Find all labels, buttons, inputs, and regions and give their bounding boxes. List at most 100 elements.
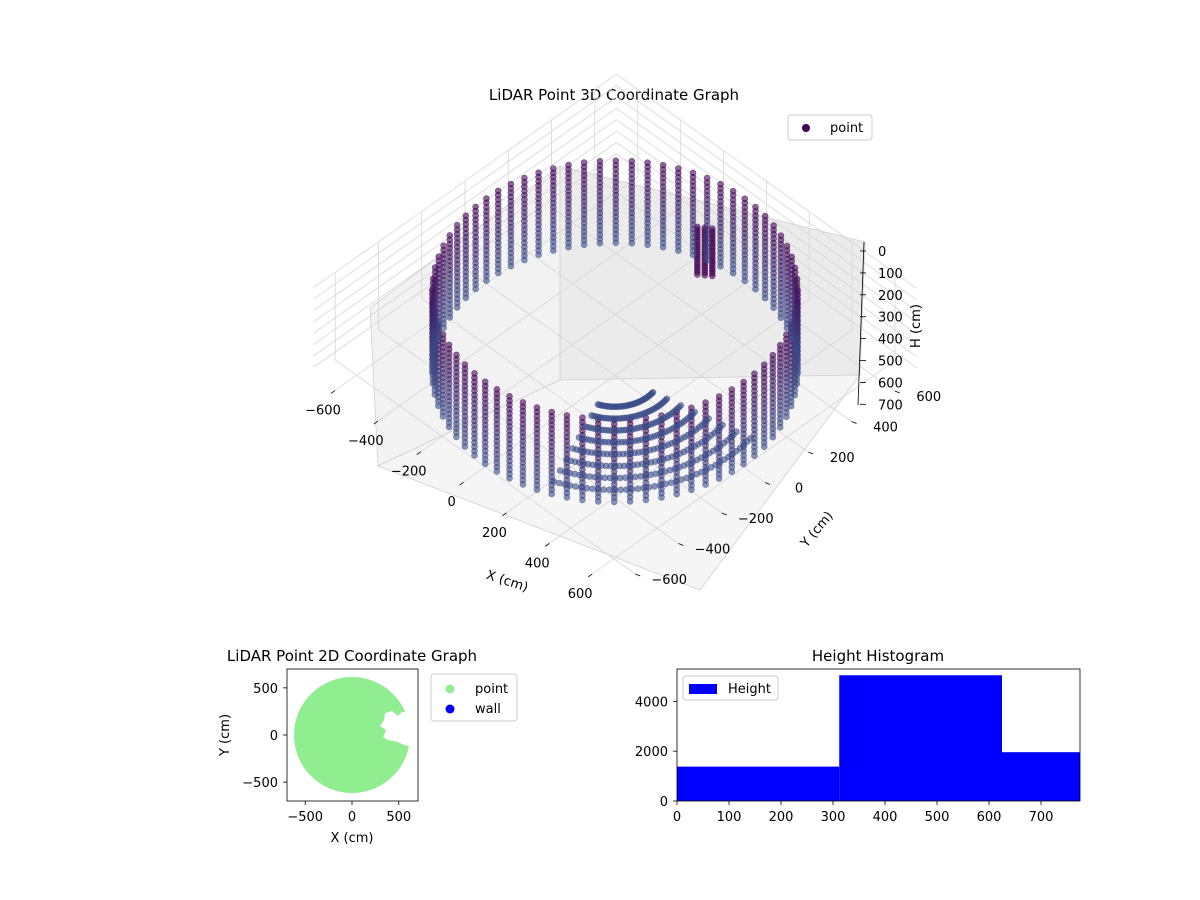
point-disk-2d [293,676,411,794]
point-3d [493,468,501,475]
point-3d [556,467,564,474]
legend-2d: point wall [430,673,518,722]
x-axis-label-3d: X (cm) [484,568,530,596]
point-3d [673,490,681,498]
point-3d [703,256,711,264]
point-3d [550,478,558,485]
chart-3d: LiDAR Point 3D Coordinate Graph −600 −400… [305,73,941,602]
histogram-frame [676,668,1081,802]
y-tick-label-2d: 500 [253,682,278,697]
point-3d [507,262,515,270]
point-3d [708,272,716,280]
x-tick-3d [502,512,507,517]
grid-line-h [616,85,917,300]
point-3d [640,484,647,492]
point-3d [549,247,557,254]
point-3d [717,262,724,270]
histogram-legend-label: Height [728,682,771,697]
point-3d [594,498,602,505]
point-3d [791,391,799,399]
point-3d [658,494,665,501]
point-3d [626,498,634,505]
point-3d [581,423,589,430]
x-tick-label-2d: 500 [386,810,411,825]
point-3d [644,241,651,248]
point-3d [533,486,541,494]
point-3d [760,443,768,451]
point-3d [583,484,591,492]
x-ticks-3d: −600 −400 −200 0 200 400 600 [305,390,593,602]
legend-3d-label: point [830,121,863,136]
point-3d [656,481,664,489]
point-3d [793,357,801,365]
grid-line-h [616,73,917,289]
point-3d [439,413,447,420]
x-tick-label-3d: −400 [348,434,384,449]
point-3d [575,434,583,441]
x-tick-3d [545,543,550,547]
point-3d [788,335,796,343]
y-tick-label-3d: 400 [873,421,898,436]
y-tick-label-3d: −200 [738,512,774,527]
point-3d [741,277,749,285]
point-3d [462,294,470,302]
chart-2d: LiDAR Point 2D Coordinate Graph −500 0 500… [218,647,518,846]
legend-3d-frame [787,114,873,141]
x-tick-label-3d: −600 [305,403,341,418]
hist-x-tick-label: 300 [821,810,846,825]
point-3d [733,428,740,436]
histogram-bar [1002,752,1080,801]
hist-y-tick-label: 2000 [635,745,668,760]
point-3d [521,256,528,264]
legend-3d: point [787,114,873,141]
point-3d [483,277,490,284]
y-tick-label-3d: 200 [830,451,855,466]
grid-line-x [549,329,853,544]
point-3d [563,456,570,463]
point-3d [569,445,577,452]
hist-x-tick-label: 0 [673,810,681,825]
point-3d [794,369,802,376]
point-3d [651,482,658,490]
point-3d [701,271,709,279]
y-tick-label-2d: 0 [270,729,278,744]
hist-y-tick-label: 0 [660,795,668,810]
y-tick-3d [635,573,641,577]
point-3d [617,486,625,494]
histogram-bar [677,766,840,801]
point-3d [693,271,701,278]
point-3d [431,391,439,398]
z-tick-label-3d: 700 [878,398,903,413]
point-3d [594,485,602,493]
y-tick-label-3d: 600 [916,390,941,405]
x-tick-label-3d: −200 [391,465,427,480]
point-3d [548,490,556,498]
point-3d [428,368,436,376]
point-3d [645,483,653,491]
grid-line-h [313,73,617,289]
point-3d [453,304,461,311]
y-tick-3d [764,482,771,485]
point-3d [769,433,777,441]
legend-2d-label-wall: wall [475,702,501,717]
histogram-legend: Height [682,675,779,701]
x-tick-label-2d: −500 [287,810,323,825]
point-3d [752,285,759,293]
point-3d [702,481,709,488]
z-ticks-3d: 0 100 200 300 400 500 600 700 [860,245,903,413]
point-3d [715,475,723,482]
point-3d [747,434,754,442]
legend-2d-label-point: point [475,682,508,697]
point-3d [659,243,667,251]
point-3d [777,314,785,322]
point-3d [649,388,657,396]
y-axis-label-2d: Y (cm) [218,714,233,757]
z-axis-line-3d [857,241,865,406]
hist-x-tick-label: 600 [977,810,1002,825]
point-3d [588,412,595,419]
hist-x-tick-label: 700 [1029,810,1054,825]
plot-area-2d [287,669,418,801]
point-3d [770,304,777,312]
y-tick-3d [721,512,727,516]
point-3d [691,408,699,416]
